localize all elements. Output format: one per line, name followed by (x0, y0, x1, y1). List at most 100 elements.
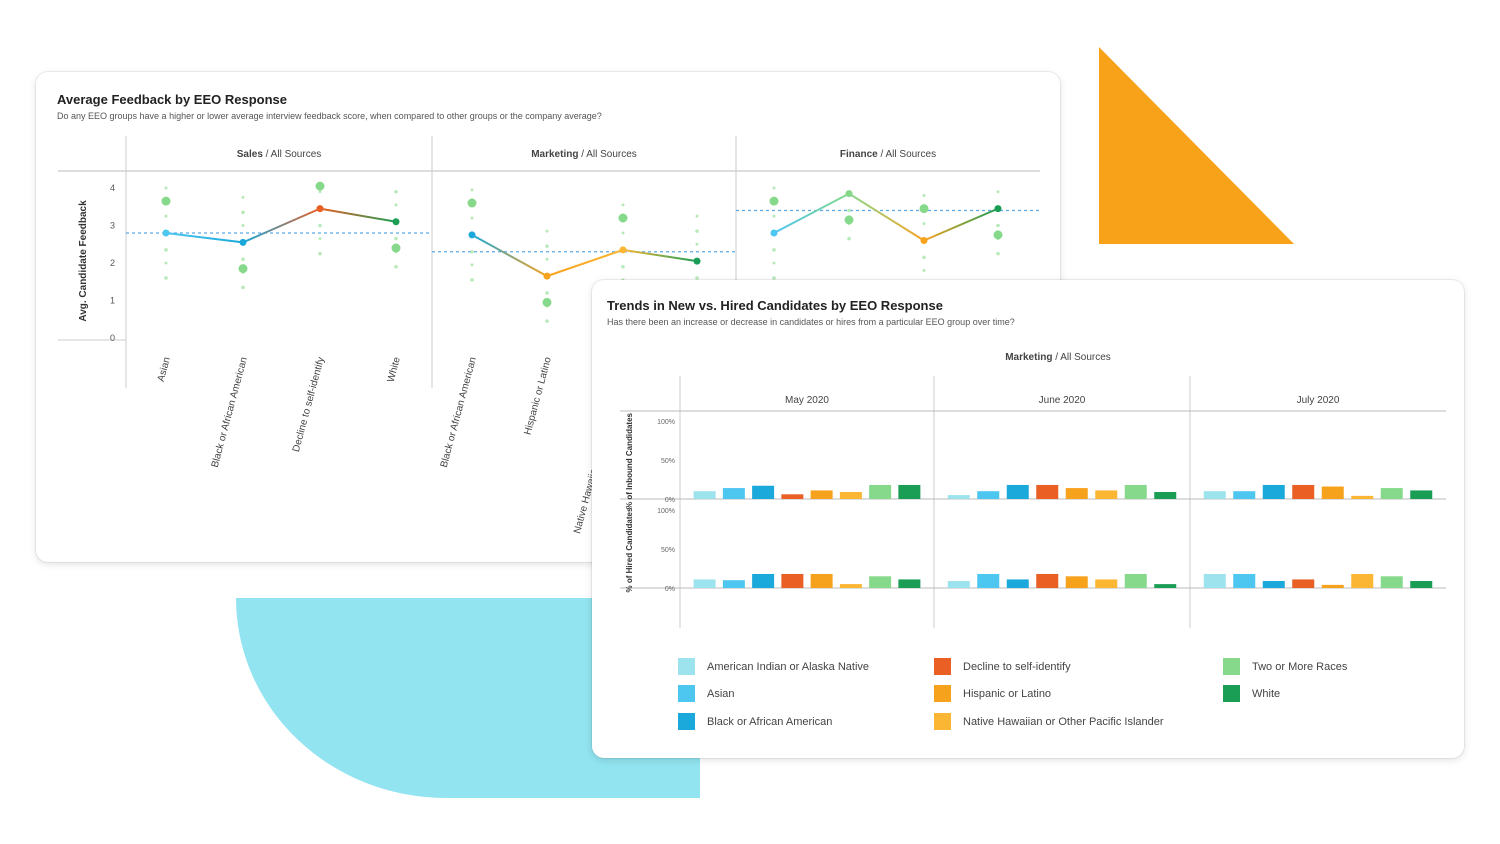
bar-asian (977, 491, 1000, 499)
distribution-dot (695, 214, 699, 218)
bar-decline-to-self-identify (1292, 579, 1315, 588)
series-segment (848, 192, 925, 242)
cyan-quarter-circle-decoration (236, 598, 700, 798)
bar-white (1154, 584, 1177, 588)
distribution-dot (621, 264, 625, 269)
data-point-asian (162, 229, 170, 237)
bar-hispanic-or-latino (1321, 486, 1344, 499)
distribution-dot (318, 237, 322, 241)
distribution-dot (847, 236, 851, 241)
data-point-decline-to-self-identify (316, 205, 324, 213)
panel-title-sales: Sales / All Sources (237, 149, 322, 160)
bar-black-or-african-american (1262, 580, 1285, 588)
data-point-hispanic-or-latino (920, 237, 928, 244)
row-label-of-inbound-candidates: % of Inbound Candidates (625, 412, 634, 509)
card-subtitle: Do any EEO groups have a higher or lower… (57, 111, 602, 121)
bar-hispanic-or-latino (810, 573, 833, 588)
data-point-black-or-african-american (239, 238, 247, 246)
distribution-dot (847, 208, 851, 213)
category-label-hispanic-or-latino: Hispanic or Latino (523, 356, 554, 437)
legend-swatch (1223, 658, 1240, 675)
legend-label: Native Hawaiian or Other Pacific Islande… (963, 715, 1164, 728)
bar-american-indian-or-alaska-native (947, 580, 970, 588)
legend-swatch (934, 658, 951, 675)
panel-title-finance: Finance / All Sources (840, 149, 936, 160)
legend-swatch (934, 713, 951, 730)
row-label-of-hired-candidates: % of Hired Candidates (625, 507, 634, 592)
card-subtitle: Has there been an increase or decrease i… (607, 317, 1015, 327)
y-tick-label: 1 (110, 296, 115, 306)
distribution-dot (695, 276, 699, 280)
column-title-july-2020: July 2020 (1297, 395, 1340, 406)
bar-hispanic-or-latino (1065, 488, 1088, 499)
highlight-dot (467, 198, 477, 208)
distribution-dot (394, 189, 398, 194)
y-tick-label: 50% (661, 458, 675, 465)
bar-black-or-african-american (752, 485, 775, 499)
bar-decline-to-self-identify (781, 494, 804, 499)
legend-item-native-hawaiian-or-other-pacific-islander: Native Hawaiian or Other Pacific Islande… (934, 713, 1164, 730)
category-label-black-or-african-american: Black or African American (210, 356, 250, 469)
bar-black-or-african-american (1006, 484, 1029, 499)
highlight-dot (315, 181, 325, 191)
distribution-dot (241, 210, 245, 215)
series-segment (546, 248, 624, 278)
distribution-dot (318, 223, 322, 228)
legend-swatch (678, 658, 695, 675)
bar-hispanic-or-latino (810, 490, 833, 499)
distribution-dot (621, 231, 625, 235)
bar-native-hawaiian-or-other-pacific-islander (1095, 490, 1118, 499)
y-tick-label: 2 (110, 258, 115, 268)
distribution-dot (922, 255, 926, 260)
distribution-dot (621, 203, 625, 207)
bar-american-indian-or-alaska-native (1203, 573, 1226, 588)
bar-black-or-african-american (1006, 579, 1029, 588)
data-point-hispanic-or-latino (543, 272, 551, 280)
series-segment (773, 192, 850, 234)
legend-label: Asian (707, 687, 735, 700)
series-segment (165, 232, 244, 244)
bar-asian (722, 580, 745, 588)
data-point-white (693, 257, 701, 265)
distribution-dot (922, 269, 926, 272)
legend-label: Decline to self-identify (963, 660, 1071, 673)
y-axis-label: Avg. Candidate Feedback (78, 200, 89, 322)
distribution-dot (241, 195, 245, 199)
distribution-dot (470, 278, 474, 282)
legend-item-black-or-african-american: Black or African American (678, 713, 832, 730)
distribution-dot (394, 264, 398, 269)
column-title-june-2020: June 2020 (1039, 395, 1086, 406)
bar-hispanic-or-latino (1321, 584, 1344, 588)
distribution-dot (545, 244, 549, 248)
distribution-dot (545, 319, 549, 323)
legend-item-asian: Asian (678, 685, 735, 702)
column-title-may-2020: May 2020 (785, 395, 829, 406)
legend-label: Two or More Races (1252, 660, 1348, 673)
bar-white (1410, 580, 1433, 588)
category-label-decline-to-self-identify: Decline to self-identify (291, 356, 327, 453)
bar-decline-to-self-identify (781, 573, 804, 588)
distribution-dot (164, 214, 168, 218)
distribution-dot (772, 276, 776, 280)
bar-white (898, 579, 921, 588)
data-point-native-hawaiian-or-other-pacific-islander (619, 246, 627, 254)
data-point-black-or-african-american (468, 231, 476, 239)
bar-asian (977, 573, 1000, 588)
category-label-black-or-african-american: Black or African American (439, 356, 479, 469)
y-tick-label: 0% (665, 497, 675, 504)
bar-two-or-more-races (1124, 573, 1147, 588)
y-tick-label: 0% (665, 586, 675, 593)
data-point-two-or-more-races (845, 190, 853, 198)
distribution-dot (164, 186, 168, 190)
bar-two-or-more-races (1380, 488, 1403, 499)
bar-two-or-more-races (1124, 484, 1147, 499)
legend-swatch (678, 685, 695, 702)
highlight-dot (542, 297, 552, 307)
distribution-dot (772, 248, 776, 252)
highlight-dot (769, 196, 779, 206)
distribution-dot (996, 223, 1000, 228)
highlight-dot (844, 215, 854, 225)
bar-american-indian-or-alaska-native (693, 579, 716, 588)
distribution-dot (470, 188, 474, 192)
distribution-dot (470, 263, 474, 267)
